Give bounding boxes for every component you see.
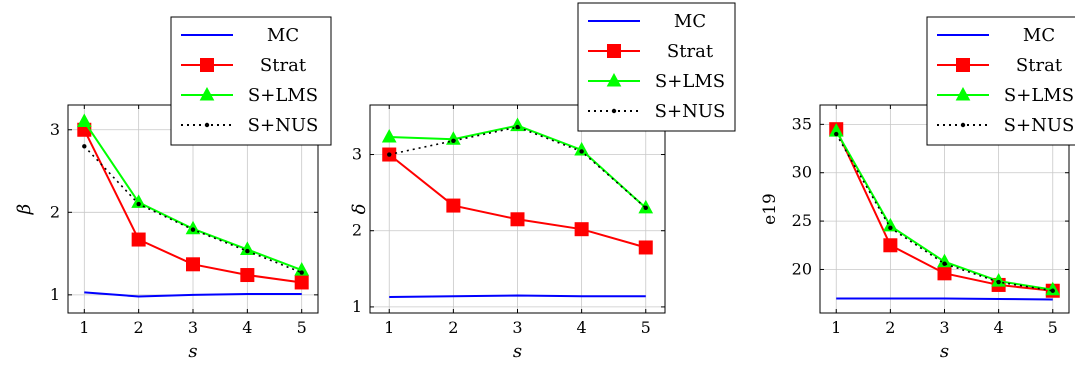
legend-box [577,2,736,132]
data-point-strat [294,275,309,290]
legend-label-s-nus: S+NUS [655,101,726,122]
legend-marker-strat [956,58,970,72]
y-tick-label: 3 [50,120,60,139]
data-point-s-nus [996,279,1001,285]
y-tick-label: 2 [50,202,60,221]
series-line-mc [836,297,1053,301]
x-tick-label: 2 [448,318,458,337]
y-tick-label: 20 [792,259,812,278]
legend-marker-s-nus [204,122,210,128]
x-tick-label: 5 [1048,318,1058,337]
data-point-s-nus [299,270,304,275]
x-tick-label: 4 [994,318,1004,337]
legend-label-s-lms: S+LMS [1004,85,1074,106]
legend: MC Strat S+LMS S+NUS [577,2,736,132]
data-point-s-nus [1050,288,1055,293]
data-point-strat [510,212,525,227]
x-tick-label: 3 [939,318,949,337]
data-point-s-nus [942,261,947,266]
x-tick-label: 5 [297,318,307,337]
data-point-s-nus [245,248,250,254]
data-point-s-nus [136,201,141,207]
data-point-s-nus [387,152,392,157]
y-axis-label: e19 [760,193,780,225]
y-tick-label: 1 [50,285,60,304]
data-point-s-nus [190,227,196,232]
y-axis-label: β [14,204,35,215]
series-line-mc [389,294,646,298]
y-tick-label: 1 [352,297,362,316]
legend-marker-s-lms [955,86,971,101]
data-point-s-lms [131,194,146,208]
data-point-s-nus [579,149,584,154]
data-point-strat [446,198,461,213]
legend-label-s-nus: S+NUS [248,115,319,136]
legend-label-s-lms: S+LMS [655,71,725,92]
y-axis-label: δ [349,204,370,215]
legend-box [926,16,1075,146]
legend-marker-s-nus [611,108,617,114]
data-point-strat [131,232,146,247]
data-point-s-nus [82,144,87,149]
data-point-s-nus [834,131,839,137]
data-point-strat [638,240,653,255]
x-axis-label: s [940,341,949,362]
x-tick-label: 2 [885,318,895,337]
y-tick-label: 35 [792,114,812,133]
legend-marker-s-lms [199,86,215,101]
data-point-s-lms [76,113,92,128]
y-tick-label: 25 [792,211,812,230]
data-point-strat [883,238,898,253]
chart-3: 1 2 3 4 5 20 25 30 35 s e19 MC Strat S+LMS S+NUS [760,16,1075,362]
x-tick-label: 1 [79,318,89,337]
x-tick-label: 1 [384,318,394,337]
legend-marker-strat [200,58,214,72]
legend-box [170,16,332,146]
x-tick-label: 3 [188,318,198,337]
x-tick-label: 1 [831,318,841,337]
data-point-s-lms [381,128,397,143]
legend-marker-s-nus [960,122,966,128]
series-line-s-nus [835,133,1053,292]
data-point-s-nus [888,225,893,231]
chart-2: 1 2 3 4 5 1 2 3 s δ MC Strat S+LMS S+NUS [349,2,736,362]
legend-label-s-lms: S+LMS [248,85,318,106]
x-tick-label: 4 [242,318,252,337]
legend-label-mc: MC [674,11,706,32]
series-line-s-nus [389,126,647,209]
data-point-strat [240,268,255,283]
legend: MC Strat S+LMS S+NUS [926,16,1075,146]
data-point-s-lms [574,141,589,156]
x-tick-label: 3 [512,318,522,337]
y-tick-label: 3 [352,145,362,164]
data-point-s-nus [451,138,456,144]
x-tick-label: 5 [641,318,651,337]
data-point-s-lms [446,131,461,145]
x-tick-label: 2 [134,318,144,337]
legend-label-mc: MC [1023,25,1055,46]
legend-label-strat: Strat [667,41,714,62]
x-axis-label: s [513,341,522,362]
x-tick-label: 4 [577,318,587,337]
data-point-s-lms [883,217,898,232]
data-point-s-nus [515,124,520,130]
legend-marker-s-lms [606,72,622,87]
data-point-s-lms [240,241,255,255]
x-axis-label: s [188,341,197,362]
data-point-strat [574,222,589,237]
legend-label-strat: Strat [1016,55,1063,76]
legend-marker-strat [607,44,621,58]
data-point-strat [937,266,952,281]
legend-label-mc: MC [267,25,299,46]
series-line-mc [84,291,302,298]
data-point-s-nus [643,205,648,211]
chart-1: 1 2 3 4 5 1 2 3 s β MC Strat S+LMS S+NUS [14,16,332,362]
legend: MC Strat S+LMS S+NUS [170,16,332,146]
y-tick-label: 30 [792,163,812,182]
data-point-strat [186,257,200,272]
legend-label-strat: Strat [260,55,307,76]
legend-label-s-nus: S+NUS [1004,115,1075,136]
y-tick-label: 2 [352,221,362,240]
